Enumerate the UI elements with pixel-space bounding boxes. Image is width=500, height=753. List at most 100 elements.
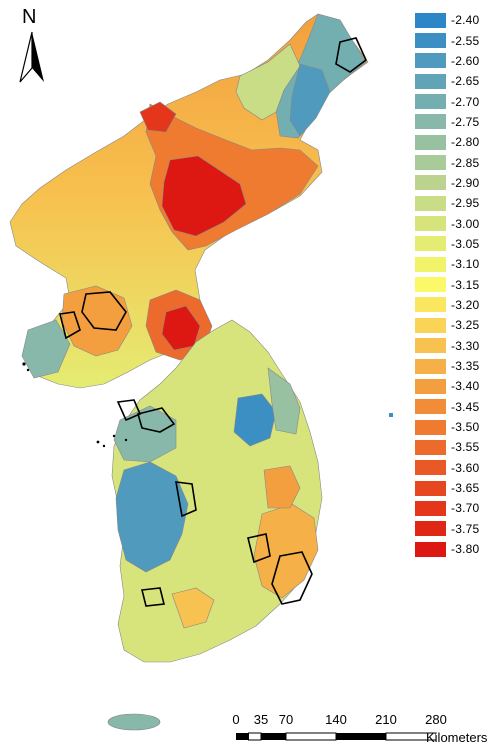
scale-bar-unit: Kilometers [426, 730, 488, 745]
study-area-outlines [59, 37, 367, 607]
legend-label: -3.40 [451, 379, 480, 394]
legend-item: -3.15 [414, 274, 496, 294]
legend-item: -3.60 [414, 458, 496, 478]
legend-item: -3.20 [414, 295, 496, 315]
legend-swatch [414, 235, 447, 253]
legend-item: -2.95 [414, 193, 496, 213]
legend-label: -2.40 [451, 13, 480, 28]
legend-label: -3.50 [451, 420, 480, 435]
scale-bar-tick: 35 [253, 712, 269, 727]
legend-swatch [414, 113, 447, 131]
scale-bar: 0 35 70 140 210 280 Kilometers [232, 712, 496, 748]
legend-swatch [414, 215, 447, 233]
legend-item: -3.45 [414, 397, 496, 417]
west-orange-region [61, 285, 133, 357]
north-arrow-icon [19, 31, 44, 83]
scale-bar-tick: 140 [325, 712, 347, 727]
scale-bar-tick: 280 [425, 712, 447, 727]
legend-item: -3.00 [414, 213, 496, 233]
legend-label: -3.75 [451, 521, 480, 536]
north-core-hotspot [161, 155, 247, 237]
legend-swatch [414, 398, 447, 416]
legend-label: -2.70 [451, 94, 480, 109]
legend-label: -3.65 [451, 481, 480, 496]
legend-label: -2.80 [451, 135, 480, 150]
legend-item: -3.70 [414, 498, 496, 518]
legend-swatch [414, 459, 447, 477]
legend-item: -2.70 [414, 91, 496, 111]
legend-label: -3.05 [451, 236, 480, 251]
legend-swatch [414, 32, 447, 50]
legend-swatch [414, 337, 447, 355]
northeast-inland-region [235, 43, 301, 121]
legend-swatch [414, 418, 447, 436]
legend-swatch [414, 255, 447, 273]
legend-swatch [414, 357, 447, 375]
legend-label: -2.75 [451, 114, 480, 129]
jeju-island [107, 713, 161, 731]
legend-label: -2.55 [451, 33, 480, 48]
legend-swatch [414, 72, 447, 90]
legend-item: -2.60 [414, 51, 496, 71]
legend-label: -2.90 [451, 175, 480, 190]
legend-label: -3.10 [451, 257, 480, 272]
legend-label: -3.60 [451, 460, 480, 475]
legend-item: -3.25 [414, 315, 496, 335]
legend-label: -3.20 [451, 297, 480, 312]
legend-label: -3.35 [451, 359, 480, 374]
legend-label: -3.55 [451, 440, 480, 455]
scale-bar-tick: 70 [278, 712, 294, 727]
legend-swatch [414, 93, 447, 111]
legend-label: -2.95 [451, 196, 480, 211]
legend-item: -2.65 [414, 71, 496, 91]
scale-bar-graphic [236, 732, 436, 741]
legend-item: -3.35 [414, 356, 496, 376]
legend-item: -2.55 [414, 30, 496, 50]
scale-bar-tick: 210 [375, 712, 397, 727]
legend-swatch [414, 174, 447, 192]
legend-item: -3.10 [414, 254, 496, 274]
legend-label: -2.60 [451, 53, 480, 68]
ulleung-island [389, 413, 393, 417]
legend-item: -3.65 [414, 478, 496, 498]
legend-item: -2.80 [414, 132, 496, 152]
legend-label: -3.45 [451, 399, 480, 414]
east-coast-green-region [267, 367, 301, 435]
legend-label: -3.00 [451, 216, 480, 231]
legend-label: -3.25 [451, 318, 480, 333]
legend-label: -3.80 [451, 542, 480, 557]
southwest-blue-region [115, 461, 189, 573]
south-orange-region [171, 587, 215, 629]
legend-swatch [414, 154, 447, 172]
legend-swatch [414, 194, 447, 212]
scale-bar-tick: 0 [232, 712, 240, 727]
legend-swatch [414, 52, 447, 70]
legend-swatch [414, 133, 447, 151]
legend-item: -3.40 [414, 376, 496, 396]
legend: -2.40 -2.55 -2.60 -2.65 -2.70 -2.75 -2.80 -2.85… [414, 10, 496, 559]
southeast-orange-region [253, 503, 319, 599]
legend-swatch [414, 479, 447, 497]
legend-label: -3.30 [451, 338, 480, 353]
choropleth-map [9, 13, 393, 731]
legend-swatch [414, 316, 447, 334]
north-arrow: N [14, 6, 50, 86]
legend-swatch [414, 520, 447, 538]
legend-label: -2.85 [451, 155, 480, 170]
legend-swatch [414, 540, 447, 558]
legend-item: -3.80 [414, 539, 496, 559]
legend-item: -3.55 [414, 437, 496, 457]
legend-item: -2.40 [414, 10, 496, 30]
north-arrow-letter: N [22, 6, 37, 28]
legend-label: -2.65 [451, 74, 480, 89]
east-blue-region [233, 393, 277, 447]
legend-item: -3.30 [414, 336, 496, 356]
legend-item: -3.75 [414, 519, 496, 539]
west-coast-region [21, 319, 71, 379]
legend-swatch [414, 438, 447, 456]
western-islands [22, 362, 128, 448]
north-tip-hotspot [139, 101, 177, 133]
legend-item: -2.85 [414, 152, 496, 172]
legend-swatch [414, 11, 447, 29]
legend-item: -3.50 [414, 417, 496, 437]
